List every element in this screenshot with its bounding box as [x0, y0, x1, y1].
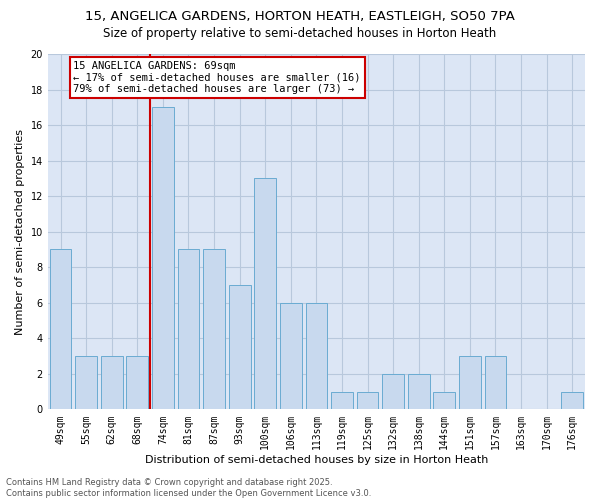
Y-axis label: Number of semi-detached properties: Number of semi-detached properties	[15, 128, 25, 334]
Bar	[331, 392, 353, 409]
Bar	[433, 392, 455, 409]
Text: Contains HM Land Registry data © Crown copyright and database right 2025.
Contai: Contains HM Land Registry data © Crown c…	[6, 478, 371, 498]
Bar	[178, 250, 199, 410]
Bar	[152, 108, 174, 410]
Bar	[562, 392, 583, 409]
Bar	[101, 356, 122, 410]
Text: 15, ANGELICA GARDENS, HORTON HEATH, EASTLEIGH, SO50 7PA: 15, ANGELICA GARDENS, HORTON HEATH, EAST…	[85, 10, 515, 23]
Bar	[127, 356, 148, 410]
Bar	[459, 356, 481, 410]
Bar	[382, 374, 404, 410]
Bar	[408, 374, 430, 410]
Bar	[254, 178, 276, 410]
X-axis label: Distribution of semi-detached houses by size in Horton Heath: Distribution of semi-detached houses by …	[145, 455, 488, 465]
Bar	[75, 356, 97, 410]
Bar	[229, 285, 251, 410]
Bar	[305, 302, 327, 410]
Bar	[203, 250, 225, 410]
Text: 15 ANGELICA GARDENS: 69sqm
← 17% of semi-detached houses are smaller (16)
79% of: 15 ANGELICA GARDENS: 69sqm ← 17% of semi…	[73, 61, 361, 94]
Bar	[280, 302, 302, 410]
Bar	[50, 250, 71, 410]
Bar	[485, 356, 506, 410]
Bar	[356, 392, 379, 409]
Text: Size of property relative to semi-detached houses in Horton Heath: Size of property relative to semi-detach…	[103, 28, 497, 40]
